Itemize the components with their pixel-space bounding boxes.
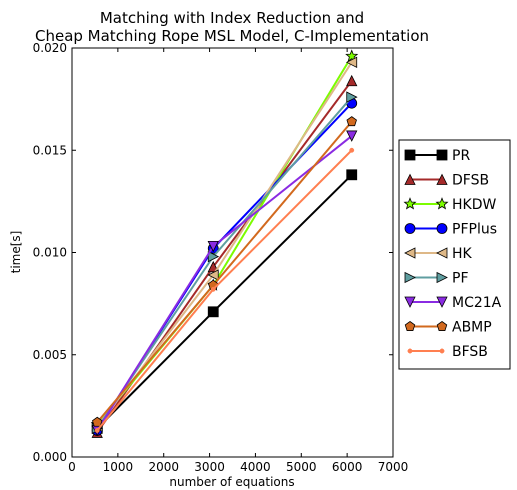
series-abmp bbox=[92, 116, 357, 427]
data-point bbox=[92, 416, 103, 427]
legend-marker bbox=[404, 271, 416, 284]
legend-label: DFSB bbox=[452, 173, 489, 189]
data-point bbox=[207, 240, 219, 253]
series-layer bbox=[90, 49, 359, 438]
data-point bbox=[346, 74, 358, 87]
data-point bbox=[207, 260, 219, 273]
legend-marker bbox=[439, 348, 445, 354]
legend-entry-pr: PR bbox=[404, 148, 470, 164]
legend-entry-bfsb: BFSB bbox=[407, 344, 488, 360]
legend-label: HKDW bbox=[452, 197, 496, 213]
y-tick-label: 0.000 bbox=[33, 450, 67, 464]
data-point bbox=[345, 56, 358, 68]
legend-entry-dfsb: DFSB bbox=[404, 173, 489, 189]
data-point bbox=[346, 169, 358, 181]
data-point bbox=[207, 269, 219, 281]
legend-entry-mc21a: MC21A bbox=[404, 295, 502, 311]
legend-marker bbox=[435, 197, 449, 210]
legend-label: HK bbox=[452, 246, 473, 262]
legend-marker bbox=[404, 296, 416, 308]
legend-label: PFPlus bbox=[452, 222, 497, 238]
legend-label: PR bbox=[452, 148, 470, 164]
y-tick-label: 0.020 bbox=[33, 41, 67, 55]
legend-entry-hkdw: HKDW bbox=[403, 197, 496, 213]
data-point bbox=[94, 427, 100, 433]
legend-marker bbox=[404, 173, 416, 185]
data-point bbox=[207, 250, 220, 263]
data-point bbox=[346, 116, 357, 127]
legend-entry-hk: HK bbox=[404, 246, 473, 262]
y-tick-label: 0.015 bbox=[33, 143, 67, 157]
legend-marker bbox=[436, 247, 448, 259]
y-tick-label: 0.010 bbox=[33, 246, 67, 260]
chart-title-line1: Matching with Index Reduction and bbox=[100, 9, 364, 27]
legend-entry-pfplus: PFPlus bbox=[404, 222, 497, 238]
legend-marker bbox=[404, 223, 416, 234]
x-tick-label: 5000 bbox=[286, 460, 317, 474]
legend-entry-pf: PF bbox=[404, 271, 469, 287]
x-tick-label: 4000 bbox=[240, 460, 271, 474]
legend-entry-abmp: ABMP bbox=[404, 320, 492, 336]
legend-marker bbox=[436, 173, 448, 185]
chart-title-line2: Cheap Matching Rope MSL Model, C-Impleme… bbox=[35, 27, 429, 45]
legend-marker bbox=[407, 348, 413, 354]
x-axis-label: number of equations bbox=[169, 475, 294, 489]
data-point bbox=[346, 91, 358, 103]
legend-box bbox=[398, 139, 511, 370]
x-tick-label: 1000 bbox=[103, 460, 134, 474]
legend-marker bbox=[403, 197, 417, 210]
legend-marker bbox=[436, 271, 448, 284]
series-bfsb bbox=[94, 147, 355, 433]
data-point bbox=[345, 49, 359, 62]
legend-label: BFSB bbox=[452, 344, 488, 360]
legend-marker bbox=[436, 296, 448, 308]
y-tick-label: 0.005 bbox=[33, 348, 67, 362]
x-tick-label: 0 bbox=[68, 460, 76, 474]
data-point bbox=[346, 130, 358, 142]
legend-marker bbox=[404, 321, 416, 331]
data-point bbox=[210, 286, 216, 292]
legend: PR DFSB HKDW PFPlus HK PF MC21A ABMP BFSB bbox=[398, 139, 511, 370]
legend-marker bbox=[404, 247, 416, 259]
axes: 0 1000 2000 3000 4000 5000 6000 7000 0.000 0.005 0… bbox=[33, 41, 409, 474]
data-point bbox=[349, 147, 355, 153]
legend-marker bbox=[436, 223, 448, 234]
legend-label: MC21A bbox=[452, 295, 502, 311]
y-axis-label: time[s] bbox=[9, 231, 23, 274]
x-tick-label: 7000 bbox=[378, 460, 409, 474]
legend-marker bbox=[436, 321, 448, 331]
x-tick-label: 6000 bbox=[332, 460, 363, 474]
legend-marker bbox=[436, 149, 448, 161]
legend-label: PF bbox=[452, 271, 469, 287]
data-point bbox=[207, 306, 219, 318]
legend-label: ABMP bbox=[452, 320, 492, 336]
x-tick-label: 2000 bbox=[148, 460, 179, 474]
legend-marker bbox=[404, 149, 416, 161]
x-tick-label: 3000 bbox=[194, 460, 225, 474]
